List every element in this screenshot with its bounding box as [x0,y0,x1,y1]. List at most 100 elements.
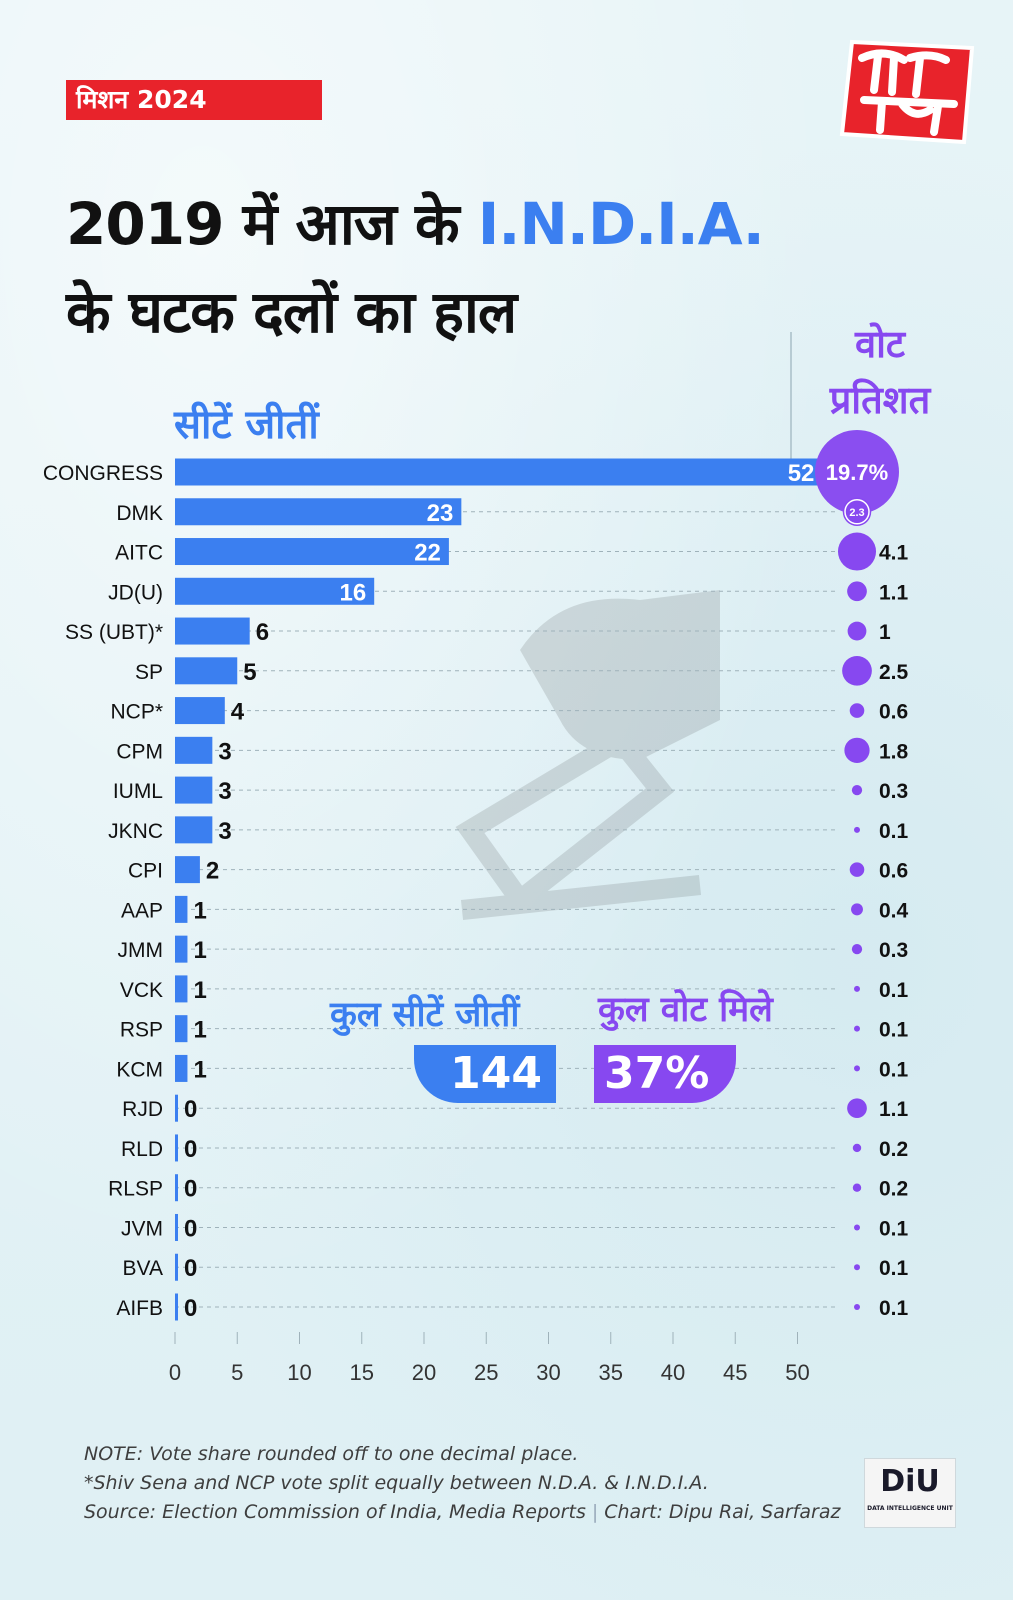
seat-value-label: 1 [193,977,206,1004]
vote-bubble [815,430,899,514]
category-label: VCK [120,979,163,1002]
seat-bar [175,856,200,884]
vote-value-label: 4.1 [879,542,909,565]
seat-bar [175,1134,178,1162]
seat-value-label: 1 [193,1056,206,1083]
seat-value-label: 3 [218,778,231,805]
category-label: RLSP [108,1178,163,1201]
category-label: RSP [120,1019,163,1042]
vote-value-label: 0.1 [879,1058,909,1081]
seat-value-label: 23 [427,500,454,527]
category-label: AAP [121,899,163,922]
seat-bar [175,935,188,963]
vote-bubble [854,1304,860,1310]
vote-value-label: 0.2 [879,1178,908,1201]
vote-bubble [847,1098,867,1119]
category-label: KCM [116,1058,163,1081]
vote-heading: वोट प्रतिशत [790,316,970,428]
x-tick-label: 10 [287,1360,311,1385]
vote-bubble [854,985,860,992]
seat-bar [175,617,250,645]
vote-bubble [852,1143,862,1153]
vote-bubble [849,862,865,877]
seat-value-label: 0 [184,1176,197,1203]
seat-value-label: 1 [193,1017,206,1044]
seat-value-label: 3 [218,818,231,845]
diu-subtitle: DATA INTELLIGENCE UNIT [867,1505,953,1512]
seat-value-label: 5 [243,659,256,686]
title-highlight: I.N.D.I.A. [477,190,765,258]
note-rounding: NOTE: Vote share rounded off to one deci… [84,1443,579,1465]
vote-value-label: 0.1 [879,820,909,843]
source-text: Source: Election Commission of India, Me… [84,1501,586,1523]
total-votes-label: कुल वोट मिले [598,990,773,1030]
vote-bubble-outline [844,499,870,525]
seat-bar [175,1015,188,1043]
seat-bar [175,816,213,844]
seat-value-label: 1 [193,937,206,964]
vote-value-label: 1.8 [879,740,909,763]
seat-bar [175,895,188,923]
seat-bar [175,1094,178,1122]
seat-bar [175,498,462,526]
source-line: Source: Election Commission of India, Me… [84,1498,840,1527]
seat-value-label: 0 [184,1136,197,1163]
seat-bar [175,577,375,605]
total-seats-label: कुल सीटें जीतीं [330,995,520,1035]
vote-bubble [852,1183,862,1192]
diu-badge: DiU DATA INTELLIGENCE UNIT [864,1458,956,1528]
title-text: 2019 में आज के [66,190,478,258]
category-label: JD(U) [108,581,163,604]
note-split: *Shiv Sena and NCP vote split equally be… [84,1472,709,1494]
vote-value-label: 0.1 [879,1019,909,1042]
aaj-tak-logo [839,39,975,145]
category-label: JMM [118,939,164,962]
seat-value-label: 22 [414,540,441,567]
x-tick-label: 0 [169,1360,181,1385]
category-label: JKNC [108,820,163,843]
seat-bar [175,1213,178,1241]
title-line-2: के घटक दलों का हाल [66,278,517,346]
category-label: IUML [113,780,163,803]
vote-value-label: 0.4 [879,899,909,922]
vote-bubble [847,581,867,602]
vote-bubble [854,1264,860,1271]
category-label: SP [135,661,163,684]
vote-bubble [842,655,872,686]
x-tick-label: 15 [350,1360,374,1385]
category-label: CPI [128,860,163,883]
vote-bubble [849,703,865,718]
category-label: NCP* [110,701,163,724]
category-label: AITC [115,542,163,565]
vote-bubble [851,903,863,916]
vote-value-label: 1 [879,621,891,644]
source-separator: | [591,1501,599,1523]
x-tick-label: 50 [785,1360,809,1385]
header-divider [790,332,792,460]
vote-value-label: 0.6 [879,860,908,883]
vote-bubble [837,532,877,571]
seat-bar [175,1174,178,1202]
x-tick-label: 20 [412,1360,436,1385]
vote-bubble [854,826,860,833]
seat-value-label: 2 [206,858,219,885]
vote-value-label: 1.1 [879,581,909,604]
seat-value-label: 3 [218,738,231,765]
diu-logo-text: DiU [880,1464,940,1499]
vote-bubble [854,1065,860,1072]
seat-value-label: 16 [339,579,366,606]
vote-value-label: 0.1 [879,1257,909,1280]
total-seats-value: 144 [414,1045,556,1103]
seat-value-label: 0 [184,1295,197,1322]
vote-value-label: 0.1 [879,1217,909,1240]
vote-value-label: 19.7% [826,460,888,485]
category-label: RJD [122,1098,163,1121]
vote-value-label: 2.5 [879,661,909,684]
vote-bubble [851,943,863,955]
seat-value-label: 1 [193,897,206,924]
seat-bar [175,1293,178,1321]
category-label: JVM [121,1217,163,1240]
seat-value-label: 0 [184,1215,197,1242]
vote-value-label: 0.1 [879,1297,909,1320]
